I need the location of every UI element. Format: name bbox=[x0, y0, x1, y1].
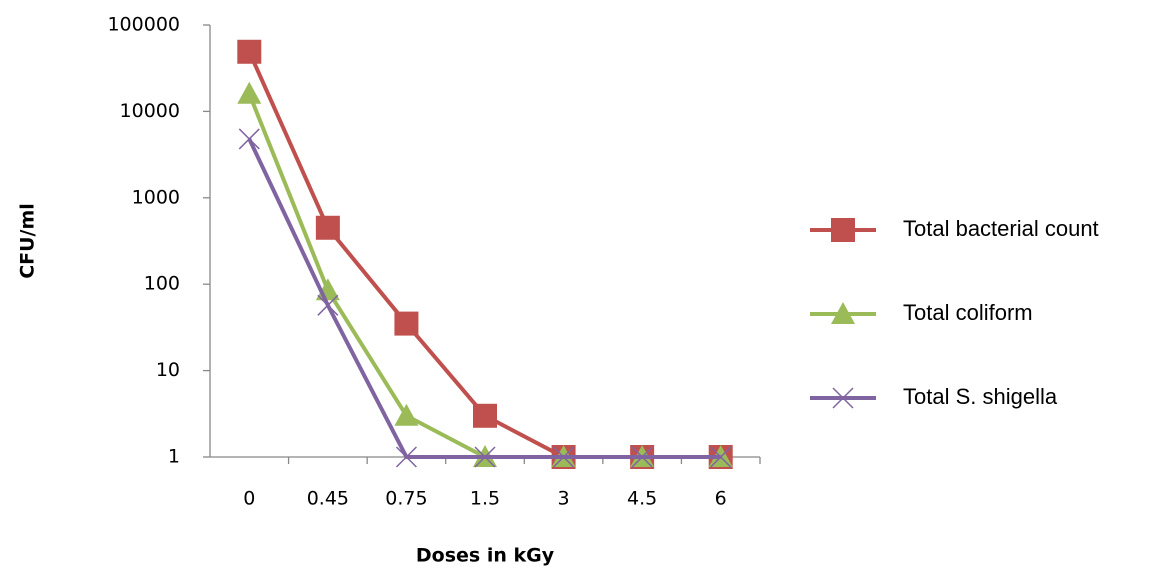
series-line bbox=[247, 93, 721, 459]
marker bbox=[474, 446, 496, 468]
legend-marker bbox=[831, 302, 855, 324]
legend-label: Total coliform bbox=[903, 300, 1033, 325]
marker bbox=[315, 215, 340, 240]
marker bbox=[237, 39, 262, 64]
marker bbox=[238, 128, 260, 150]
x-tick-label: 3 bbox=[558, 488, 570, 510]
legend-marker bbox=[831, 218, 855, 242]
x-tick-label: 4.5 bbox=[627, 488, 657, 510]
x-tick-label: 0.45 bbox=[307, 488, 349, 510]
x-tick-label: 1.5 bbox=[470, 488, 500, 510]
y-tick-label: 100000 bbox=[107, 14, 180, 36]
y-tick-label: 1 bbox=[168, 446, 180, 468]
y-tick-label: 1000 bbox=[132, 186, 180, 208]
y-tick-label: 10 bbox=[156, 359, 180, 381]
y-tick-label: 100 bbox=[144, 273, 180, 295]
marker bbox=[237, 81, 262, 104]
marker bbox=[631, 446, 653, 468]
x-tick-label: 0 bbox=[243, 488, 255, 510]
legend-marker bbox=[832, 387, 854, 409]
marker bbox=[473, 403, 497, 428]
marker bbox=[553, 446, 575, 468]
series-line bbox=[247, 50, 721, 459]
legend-label: Total S. shigella bbox=[903, 384, 1058, 409]
marker bbox=[317, 294, 339, 316]
marker bbox=[395, 446, 417, 468]
marker bbox=[394, 403, 419, 426]
x-tick-label: 0.75 bbox=[385, 488, 427, 510]
x-axis-title: Doses in kGy bbox=[416, 545, 555, 567]
y-tick-label: 10000 bbox=[120, 100, 180, 122]
marker bbox=[710, 446, 732, 468]
legend-label: Total bacterial count bbox=[903, 216, 1099, 241]
y-axis-title: CFU/ml bbox=[17, 203, 39, 279]
marker bbox=[394, 311, 419, 336]
x-tick-label: 6 bbox=[715, 488, 727, 510]
